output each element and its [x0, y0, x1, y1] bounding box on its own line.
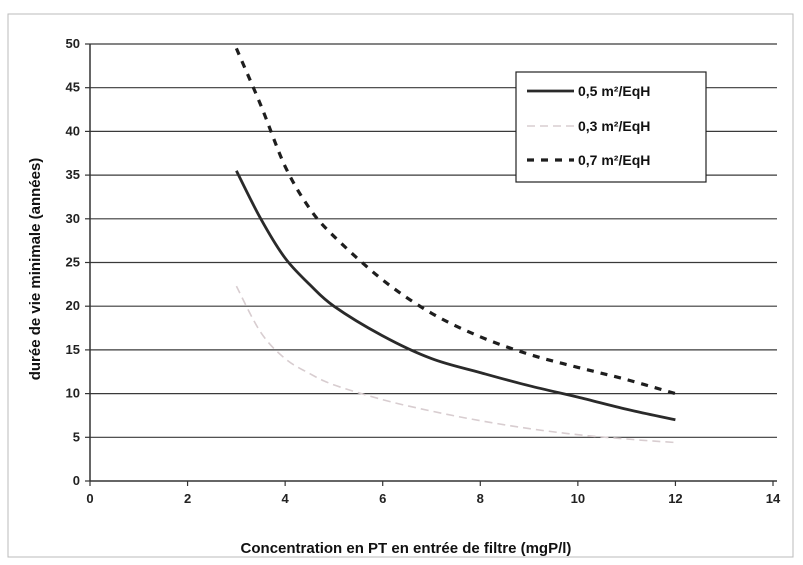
legend-swatches — [527, 89, 574, 162]
legend-label-0: 0,5 m²/EqH — [578, 83, 650, 99]
y-tick-label: 15 — [66, 342, 80, 357]
x-axis-ticks: 0 2 4 6 8 10 12 14 — [86, 481, 781, 506]
legend-label-2: 0,7 m²/EqH — [578, 152, 650, 168]
x-tick-label: 12 — [668, 491, 682, 506]
x-tick-label: 0 — [86, 491, 93, 506]
x-tick-label: 10 — [571, 491, 585, 506]
y-tick-label: 50 — [66, 36, 80, 51]
series-lines — [234, 47, 676, 444]
x-tick-label: 14 — [766, 491, 781, 506]
y-tick-label: 0 — [73, 473, 80, 488]
y-tick-label: 35 — [66, 167, 80, 182]
y-tick-label: 5 — [73, 429, 80, 444]
y-axis-ticks: 0 5 10 15 20 25 30 35 40 45 50 — [66, 36, 90, 488]
series-line-1 — [235, 285, 676, 444]
y-tick-label: 25 — [66, 255, 80, 270]
y-tick-label: 40 — [66, 123, 80, 138]
x-tick-label: 4 — [282, 491, 290, 506]
y-tick-label: 10 — [66, 386, 80, 401]
series-line-2 — [234, 47, 676, 396]
y-tick-label: 20 — [66, 298, 80, 313]
x-tick-label: 8 — [477, 491, 484, 506]
legend: 0,5 m²/EqH 0,3 m²/EqH 0,7 m²/EqH — [515, 71, 707, 183]
y-tick-label: 45 — [66, 80, 80, 95]
chart-frame — [7, 13, 794, 558]
x-tick-label: 6 — [379, 491, 386, 506]
x-axis-title: Concentration en PT en entrée de filtre … — [241, 540, 572, 557]
series-line-0 — [235, 170, 676, 422]
y-tick-label: 30 — [66, 211, 80, 226]
legend-label-1: 0,3 m²/EqH — [578, 118, 650, 134]
x-tick-label: 2 — [184, 491, 191, 506]
y-axis-title: durée de vie minimale (années) — [27, 158, 44, 381]
